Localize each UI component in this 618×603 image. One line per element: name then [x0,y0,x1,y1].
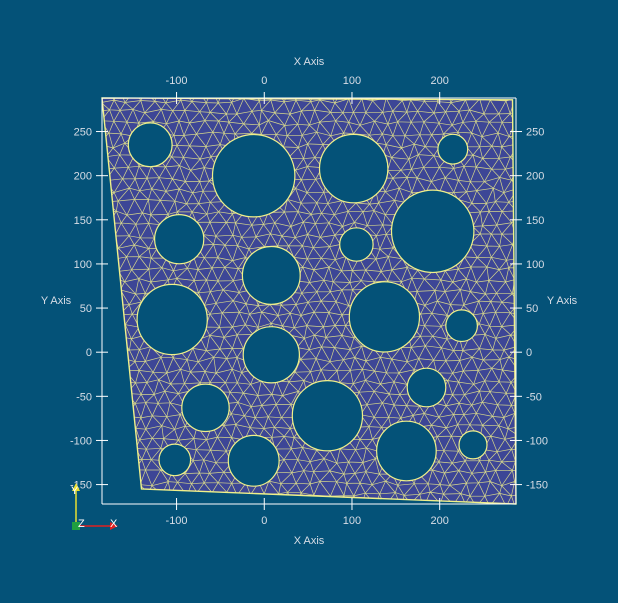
x-tick-label-bottom: 100 [343,515,361,527]
mesh-hole [153,213,205,265]
y-tick-label-left: 0 [86,347,92,359]
mesh-hole [127,122,173,168]
y-tick-label-right: -150 [526,480,548,492]
y-tick-label-right: -50 [526,391,542,403]
orientation-y-arrow [72,483,80,491]
orientation-widget: Y Z X [71,483,118,530]
x-tick-label-bottom: -100 [166,515,188,527]
mesh-holes [127,122,488,487]
y-tick-label-right: 250 [526,127,544,139]
y-tick-label-left: 200 [74,171,92,183]
mesh-hole [181,383,230,433]
x-tick-label-top: 100 [343,75,361,87]
mesh-hole [339,227,374,262]
orientation-x-arrow [110,522,118,530]
x-tick-label-bottom: 200 [431,515,449,527]
mesh-hole [291,380,364,452]
x-tick-label-top: 200 [431,75,449,87]
mesh-hole [227,434,280,487]
mesh-hole [437,133,469,165]
y-tick-label-left: 250 [74,127,92,139]
mesh-hole [348,281,421,353]
axis-ticks: -100 -100 0 0 100 100 200 200 250 250 200 200 150 150… [70,75,548,527]
y-tick-label-left: -100 [70,435,92,447]
y-axis-title-right: Y Axis [547,295,578,307]
y-tick-label-left: -50 [76,391,92,403]
mesh-hole [318,133,389,204]
orientation-x-label: X [110,518,118,530]
y-tick-label-right: 150 [526,215,544,227]
mesh-hole [390,189,475,274]
mesh-hole [242,326,300,384]
mesh-hole [458,430,488,460]
x-axis-title-top: X Axis [294,56,325,68]
x-axis-title-bottom: X Axis [294,535,325,547]
mesh-hole [376,420,437,482]
mesh-hole [211,133,296,218]
y-tick-label-right: 100 [526,259,544,271]
y-axis-title-left: Y Axis [41,295,72,307]
mesh-hole [445,309,479,343]
x-tick-label-bottom: 0 [261,515,267,527]
x-tick-label-top: -100 [166,75,188,87]
orientation-y-label: Y [71,485,79,497]
y-tick-label-right: 200 [526,171,544,183]
x-tick-label-top: 0 [261,75,267,87]
mesh [101,97,517,505]
y-tick-label-right: 50 [526,303,538,315]
cube-axes [101,97,517,505]
mesh-hole [241,245,301,305]
mesh-hole [158,443,192,477]
y-tick-label-left: 150 [74,215,92,227]
mesh-hole [136,283,208,356]
y-tick-label-left: 100 [74,259,92,271]
orientation-z-axis [72,522,80,530]
y-tick-label-left: 50 [80,303,92,315]
orientation-z-label: Z [78,518,85,530]
y-tick-label-right: 0 [526,347,532,359]
mesh-hole [406,367,447,408]
y-tick-label-right: -100 [526,435,548,447]
